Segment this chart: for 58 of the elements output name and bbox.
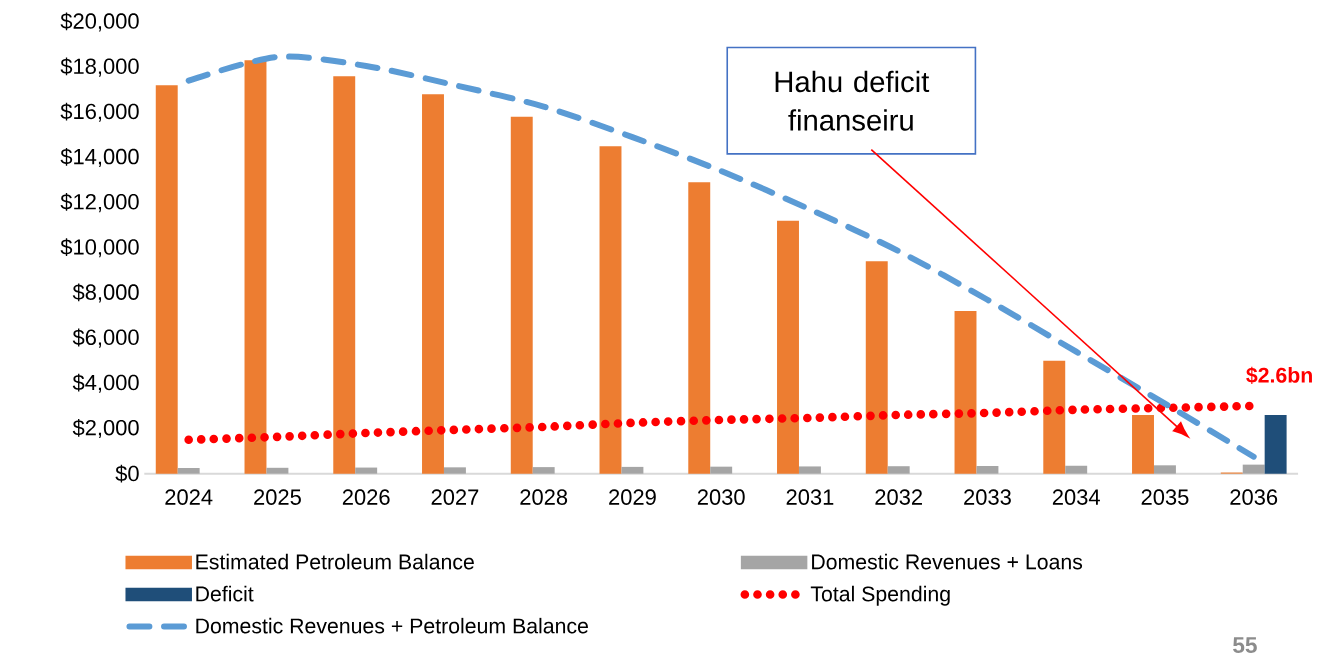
x-tick-label: 2033: [964, 489, 1011, 505]
bar: [266, 467, 289, 474]
bar: [710, 466, 733, 474]
x-tick-label: 2031: [786, 489, 834, 505]
bar: [688, 182, 711, 474]
bar: [1043, 360, 1066, 474]
y-tick-label: $12,000: [60, 193, 139, 213]
bar: [1264, 414, 1287, 474]
annotation: Hahu deficit finanseiru: [775, 70, 930, 131]
x-tick-label: 2030: [697, 489, 745, 505]
y-tick-label: $0: [115, 464, 139, 483]
bar: [621, 466, 644, 474]
y-tick-label: $4,000: [72, 373, 139, 393]
x-tick-label: 2024: [165, 489, 213, 505]
bar: [510, 116, 533, 474]
x-tick-label: 2027: [431, 489, 479, 505]
bar: [333, 76, 356, 474]
legend-label: Domestic Revenues + Petroleum Balance: [196, 617, 588, 634]
annotation: $2.6bn: [1246, 366, 1312, 385]
bar: [443, 467, 466, 474]
y-tick-label: $14,000: [60, 147, 139, 167]
bar: [155, 85, 178, 474]
y-tick-label: $6,000: [72, 328, 139, 348]
x-tick-label: 2029: [609, 489, 656, 505]
bar: [177, 467, 200, 474]
bar: [599, 146, 622, 474]
bar: [244, 60, 267, 474]
y-tick-label: $10,000: [60, 238, 139, 258]
text: 55: [1233, 637, 1257, 654]
bar: [1132, 414, 1154, 474]
bar: [532, 467, 555, 474]
x-tick-label: 2032: [875, 489, 922, 505]
y-tick-label: $2,000: [72, 418, 139, 438]
y-tick-label: $18,000: [60, 57, 139, 77]
x-tick-label: 2034: [1052, 489, 1100, 505]
legend-label: Estimated Petroleum Balance: [196, 553, 474, 570]
bar: [355, 467, 378, 474]
bar: [422, 94, 444, 474]
x-tick-label: 2026: [342, 489, 390, 505]
y-tick-label: $20,000: [60, 12, 139, 32]
y-tick-label: $16,000: [60, 102, 139, 122]
x-tick-label: 2025: [254, 489, 301, 505]
bar: [798, 466, 821, 474]
bar: [1153, 465, 1176, 474]
x-tick-label: 2028: [520, 489, 568, 505]
bar: [887, 466, 910, 474]
bar: [1242, 464, 1265, 474]
legend-label: Domestic Revenues + Loans: [812, 553, 1083, 570]
y-tick-label: $8,000: [72, 283, 139, 303]
bar: [1065, 465, 1088, 474]
x-tick-label: 2036: [1230, 489, 1278, 505]
legend-label: Deficit: [196, 585, 254, 602]
legend-label: Total Spending: [810, 585, 950, 606]
bar: [777, 220, 799, 474]
bar: [954, 310, 977, 474]
bar: [865, 261, 888, 474]
x-tick-label: 2035: [1141, 489, 1189, 505]
bar: [976, 465, 999, 474]
